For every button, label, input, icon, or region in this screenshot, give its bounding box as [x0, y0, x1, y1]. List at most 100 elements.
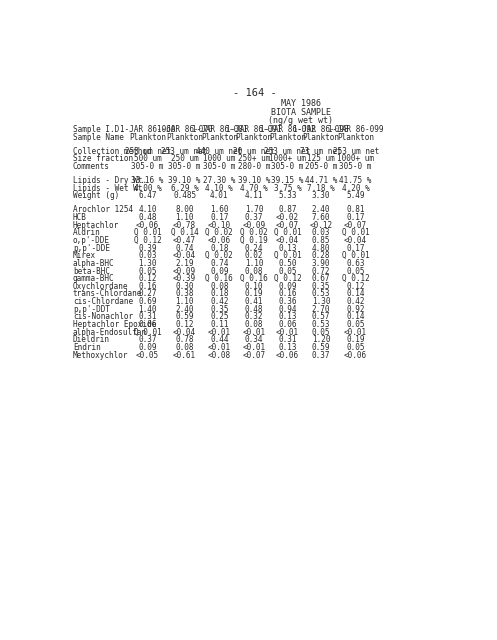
Text: 0.74: 0.74: [175, 244, 194, 253]
Text: Q 0.01: Q 0.01: [134, 228, 162, 237]
Text: 1.10: 1.10: [175, 297, 194, 306]
Text: 0.37: 0.37: [245, 213, 263, 222]
Text: Q 0.01: Q 0.01: [273, 228, 301, 237]
Text: Heptachlor Epoxide: Heptachlor Epoxide: [73, 320, 156, 329]
Text: (ng/g wet wt): (ng/g wet wt): [268, 116, 333, 125]
Text: <0.07: <0.07: [344, 221, 367, 230]
Text: 0.94: 0.94: [278, 305, 297, 314]
Text: 253 um net: 253 um net: [162, 147, 208, 156]
Text: 0.31: 0.31: [278, 335, 297, 344]
Text: 5.33: 5.33: [278, 191, 297, 200]
Text: <0.04: <0.04: [276, 236, 299, 245]
Text: 0.53: 0.53: [312, 289, 330, 298]
Text: <0.07: <0.07: [243, 351, 265, 360]
Text: gamma-BHC: gamma-BHC: [73, 274, 114, 283]
Text: Q 0.01: Q 0.01: [342, 252, 369, 260]
Text: Methoxychlor: Methoxychlor: [73, 351, 128, 360]
Text: Size fraction: Size fraction: [73, 154, 133, 163]
Text: 1.20: 1.20: [312, 335, 330, 344]
Text: 1-JAR 86-098: 1-JAR 86-098: [293, 125, 349, 134]
Text: 0.48: 0.48: [245, 305, 263, 314]
Text: <0.04: <0.04: [173, 252, 196, 260]
Text: 280-0 m: 280-0 m: [238, 162, 270, 171]
Text: 0.10: 0.10: [245, 282, 263, 291]
Text: 8.00: 8.00: [175, 205, 194, 214]
Text: 6.47: 6.47: [138, 191, 157, 200]
Text: 44.71 %: 44.71 %: [305, 176, 337, 185]
Text: <0.47: <0.47: [173, 236, 196, 245]
Text: 4.10: 4.10: [138, 205, 157, 214]
Text: 20 um net: 20 um net: [233, 147, 275, 156]
Text: 1000+ um: 1000+ um: [269, 154, 306, 163]
Text: 1.60: 1.60: [210, 205, 229, 214]
Text: 0.92: 0.92: [346, 305, 365, 314]
Text: <0.06: <0.06: [136, 221, 159, 230]
Text: Plankton: Plankton: [166, 132, 203, 141]
Text: Q 0.01: Q 0.01: [342, 228, 369, 237]
Text: 0.27: 0.27: [138, 289, 157, 298]
Text: 0.44: 0.44: [210, 335, 229, 344]
Text: <0.07: <0.07: [276, 221, 299, 230]
Text: 0.12: 0.12: [175, 320, 194, 329]
Text: 2.40: 2.40: [175, 305, 194, 314]
Text: 2.40: 2.40: [312, 205, 330, 214]
Text: 0.02: 0.02: [245, 252, 263, 260]
Text: 1-JAR 86-070: 1-JAR 86-070: [157, 125, 212, 134]
Text: 1-JAR 86-091: 1-JAR 86-091: [226, 125, 282, 134]
Text: 3.90: 3.90: [312, 259, 330, 268]
Text: 305-0 m: 305-0 m: [339, 162, 372, 171]
Text: Q 0.16: Q 0.16: [205, 274, 233, 283]
Text: alpha-BHC: alpha-BHC: [73, 259, 114, 268]
Text: Plankton: Plankton: [129, 132, 166, 141]
Text: 0.14: 0.14: [346, 312, 365, 321]
Text: 1000+ um: 1000+ um: [337, 154, 374, 163]
Text: 1.70: 1.70: [245, 205, 263, 214]
Text: HCB: HCB: [73, 213, 87, 222]
Text: 0.18: 0.18: [210, 289, 229, 298]
Text: <0.78: <0.78: [173, 221, 196, 230]
Text: 1-JAR 86-092: 1-JAR 86-092: [260, 125, 315, 134]
Text: cis-Nonachlor: cis-Nonachlor: [73, 312, 133, 321]
Text: 0.11: 0.11: [210, 320, 229, 329]
Text: 0.72: 0.72: [312, 266, 330, 276]
Text: 0.87: 0.87: [278, 205, 297, 214]
Text: 5.49: 5.49: [346, 191, 365, 200]
Text: - 164 -: - 164 -: [233, 88, 277, 98]
Text: Dieldrin: Dieldrin: [73, 335, 110, 344]
Text: 0.12: 0.12: [346, 282, 365, 291]
Text: 0.37: 0.37: [138, 335, 157, 344]
Text: 0.28: 0.28: [312, 252, 330, 260]
Text: 0.85: 0.85: [312, 236, 330, 245]
Text: 500 um: 500 um: [134, 154, 162, 163]
Text: 4.10 %: 4.10 %: [205, 184, 233, 193]
Text: Weight (g): Weight (g): [73, 191, 119, 200]
Text: 305-0 m: 305-0 m: [168, 162, 201, 171]
Text: p,p'-DDT: p,p'-DDT: [73, 305, 110, 314]
Text: 0.05: 0.05: [346, 320, 365, 329]
Text: 0.14: 0.14: [346, 289, 365, 298]
Text: 0.13: 0.13: [278, 343, 297, 352]
Text: <0.01: <0.01: [243, 328, 265, 337]
Text: Plankton: Plankton: [269, 132, 306, 141]
Text: <0.04: <0.04: [344, 236, 367, 245]
Text: Lipids - Wet Wt.: Lipids - Wet Wt.: [73, 184, 147, 193]
Text: 0.53: 0.53: [312, 320, 330, 329]
Text: Endrin: Endrin: [73, 343, 101, 352]
Text: <0.01: <0.01: [208, 343, 231, 352]
Text: 0.37: 0.37: [312, 351, 330, 360]
Text: <0.01: <0.01: [276, 328, 299, 337]
Text: Lipids - Dry Wt.: Lipids - Dry Wt.: [73, 176, 147, 185]
Text: Q 0.12: Q 0.12: [134, 236, 162, 245]
Text: Q 0.12: Q 0.12: [273, 274, 301, 283]
Text: 39.10 %: 39.10 %: [238, 176, 270, 185]
Text: cis-Chlordane: cis-Chlordane: [73, 297, 133, 306]
Text: o,p'-DDE: o,p'-DDE: [73, 236, 110, 245]
Text: 4.20 %: 4.20 %: [342, 184, 369, 193]
Text: 0.41: 0.41: [245, 297, 263, 306]
Text: Arochlor 1254: Arochlor 1254: [73, 205, 133, 214]
Text: 0.35: 0.35: [210, 305, 229, 314]
Text: 1-JAR 86-060: 1-JAR 86-060: [120, 125, 175, 134]
Text: <0.10: <0.10: [208, 221, 231, 230]
Text: Q 0.01: Q 0.01: [134, 328, 162, 337]
Text: 125 um: 125 um: [307, 154, 335, 163]
